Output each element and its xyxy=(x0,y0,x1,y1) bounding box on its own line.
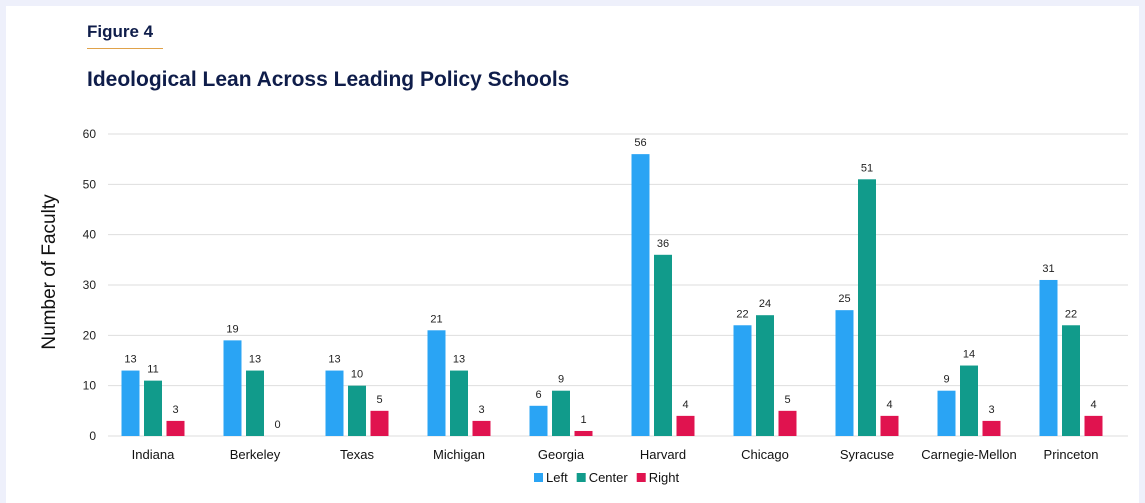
x-tick-label: Chicago xyxy=(741,447,789,462)
data-label: 0 xyxy=(274,419,280,431)
bar-center xyxy=(654,254,672,436)
x-tick-label: Georgia xyxy=(538,447,585,462)
bar-left xyxy=(937,390,956,436)
data-label: 13 xyxy=(249,354,261,366)
bar-left xyxy=(121,370,140,436)
bars xyxy=(121,154,1103,437)
data-label: 56 xyxy=(634,137,646,149)
bar-left xyxy=(223,340,242,436)
legend-swatch-right xyxy=(636,473,646,482)
bar-center xyxy=(246,370,264,436)
data-label: 22 xyxy=(736,308,748,320)
bar-right xyxy=(166,420,185,436)
bar-left xyxy=(427,330,446,436)
x-tick-label: Indiana xyxy=(132,447,175,462)
bar-left xyxy=(631,154,650,436)
bar-center xyxy=(960,365,978,436)
legend-label: Right xyxy=(649,470,680,485)
bar-right xyxy=(574,430,593,436)
bar-right xyxy=(982,420,1001,436)
y-axis-label: Number of Faculty xyxy=(39,194,60,350)
legend-swatch-left xyxy=(534,473,543,482)
data-label: 11 xyxy=(147,364,158,376)
data-label: 3 xyxy=(478,404,484,416)
bar-center xyxy=(144,380,162,436)
y-tick-label: 30 xyxy=(83,278,97,292)
x-tick-label: Harvard xyxy=(640,447,686,462)
bar-right xyxy=(778,410,797,436)
figure-label-underline xyxy=(87,48,163,49)
data-label: 13 xyxy=(453,354,465,366)
bar-center xyxy=(858,179,876,437)
y-tick-label: 50 xyxy=(83,177,97,191)
bar-left xyxy=(1039,279,1058,436)
bar-right xyxy=(676,415,695,436)
bar-center xyxy=(552,390,570,436)
legend-swatch-center xyxy=(576,473,586,482)
data-label: 9 xyxy=(943,374,949,386)
data-label: 19 xyxy=(226,323,238,335)
y-tick-label: 0 xyxy=(89,429,96,443)
bar-right xyxy=(472,420,491,436)
x-axis-ticks: Indiana Berkeley Texas Michigan Georgia Harva… xyxy=(132,447,1099,462)
bar-center xyxy=(756,315,774,436)
data-label: 4 xyxy=(1090,399,1096,411)
data-label: 5 xyxy=(376,394,382,406)
data-label: 5 xyxy=(784,394,790,406)
legend-label: Left xyxy=(546,470,568,485)
bar-right xyxy=(370,410,389,436)
figure-label: Figure 4 xyxy=(87,22,154,41)
y-tick-label: 10 xyxy=(83,379,97,393)
bar-left xyxy=(529,405,548,436)
bar-center xyxy=(1062,325,1080,436)
bar-right xyxy=(1084,415,1103,436)
data-label: 24 xyxy=(759,298,771,310)
data-label: 51 xyxy=(861,162,873,174)
data-label: 6 xyxy=(535,389,541,401)
data-label: 25 xyxy=(838,293,850,305)
data-label: 3 xyxy=(988,404,994,416)
x-tick-label: Michigan xyxy=(433,447,485,462)
legend: Left Center Right xyxy=(534,470,679,485)
data-label: 1 xyxy=(580,414,586,426)
y-tick-label: 60 xyxy=(83,127,97,141)
gridlines xyxy=(108,133,1128,437)
bar-left xyxy=(325,370,344,436)
x-tick-label: Texas xyxy=(340,447,374,462)
data-label: 21 xyxy=(430,313,442,325)
bar-right xyxy=(880,415,899,436)
data-label: 9 xyxy=(558,374,564,386)
x-tick-label: Princeton xyxy=(1044,447,1099,462)
y-axis-ticks: 0 10 20 30 40 50 60 xyxy=(83,127,97,443)
data-label: 4 xyxy=(886,399,892,411)
data-label: 13 xyxy=(328,354,340,366)
data-label: 36 xyxy=(657,238,669,250)
x-tick-label: Syracuse xyxy=(840,447,894,462)
bar-left xyxy=(835,310,854,436)
y-tick-label: 20 xyxy=(83,328,97,342)
legend-label: Center xyxy=(589,470,629,485)
x-tick-label: Berkeley xyxy=(230,447,281,462)
x-tick-label: Carnegie-Mellon xyxy=(921,447,1016,462)
bar-left xyxy=(733,325,752,436)
data-labels: 1311319130131052113369156364222452551491… xyxy=(124,137,1096,431)
data-label: 13 xyxy=(124,354,136,366)
bar-center xyxy=(348,385,366,436)
data-label: 14 xyxy=(963,349,975,361)
data-label: 10 xyxy=(351,369,363,381)
y-tick-label: 40 xyxy=(83,228,97,242)
data-label: 22 xyxy=(1065,308,1077,320)
data-label: 4 xyxy=(682,399,688,411)
chart-title: Ideological Lean Across Leading Policy S… xyxy=(87,68,570,91)
data-label: 3 xyxy=(172,404,178,416)
bar-center xyxy=(450,370,468,436)
data-label: 31 xyxy=(1042,263,1054,275)
